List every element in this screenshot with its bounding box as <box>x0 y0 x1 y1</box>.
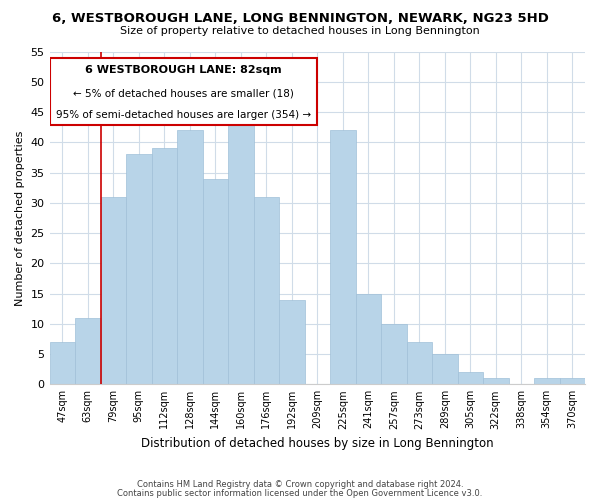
Bar <box>177 130 203 384</box>
Text: 6 WESTBOROUGH LANE: 82sqm: 6 WESTBOROUGH LANE: 82sqm <box>85 65 282 75</box>
Bar <box>432 354 458 384</box>
Bar <box>330 130 356 384</box>
Bar <box>534 378 560 384</box>
Bar <box>228 124 254 384</box>
Bar <box>126 154 152 384</box>
X-axis label: Distribution of detached houses by size in Long Bennington: Distribution of detached houses by size … <box>141 437 494 450</box>
Bar <box>75 318 101 384</box>
Bar <box>279 300 305 384</box>
Text: ← 5% of detached houses are smaller (18): ← 5% of detached houses are smaller (18) <box>73 88 294 98</box>
Bar <box>50 342 75 384</box>
Bar <box>560 378 585 384</box>
Bar <box>407 342 432 384</box>
Text: 95% of semi-detached houses are larger (354) →: 95% of semi-detached houses are larger (… <box>56 110 311 120</box>
FancyBboxPatch shape <box>50 58 317 124</box>
Y-axis label: Number of detached properties: Number of detached properties <box>15 130 25 306</box>
Text: Contains public sector information licensed under the Open Government Licence v3: Contains public sector information licen… <box>118 488 482 498</box>
Bar <box>381 324 407 384</box>
Text: Size of property relative to detached houses in Long Bennington: Size of property relative to detached ho… <box>120 26 480 36</box>
Text: 6, WESTBOROUGH LANE, LONG BENNINGTON, NEWARK, NG23 5HD: 6, WESTBOROUGH LANE, LONG BENNINGTON, NE… <box>52 12 548 26</box>
Text: Contains HM Land Registry data © Crown copyright and database right 2024.: Contains HM Land Registry data © Crown c… <box>137 480 463 489</box>
Bar <box>254 196 279 384</box>
Bar <box>458 372 483 384</box>
Bar <box>356 294 381 384</box>
Bar <box>101 196 126 384</box>
Bar <box>152 148 177 384</box>
Bar <box>483 378 509 384</box>
Bar <box>203 178 228 384</box>
